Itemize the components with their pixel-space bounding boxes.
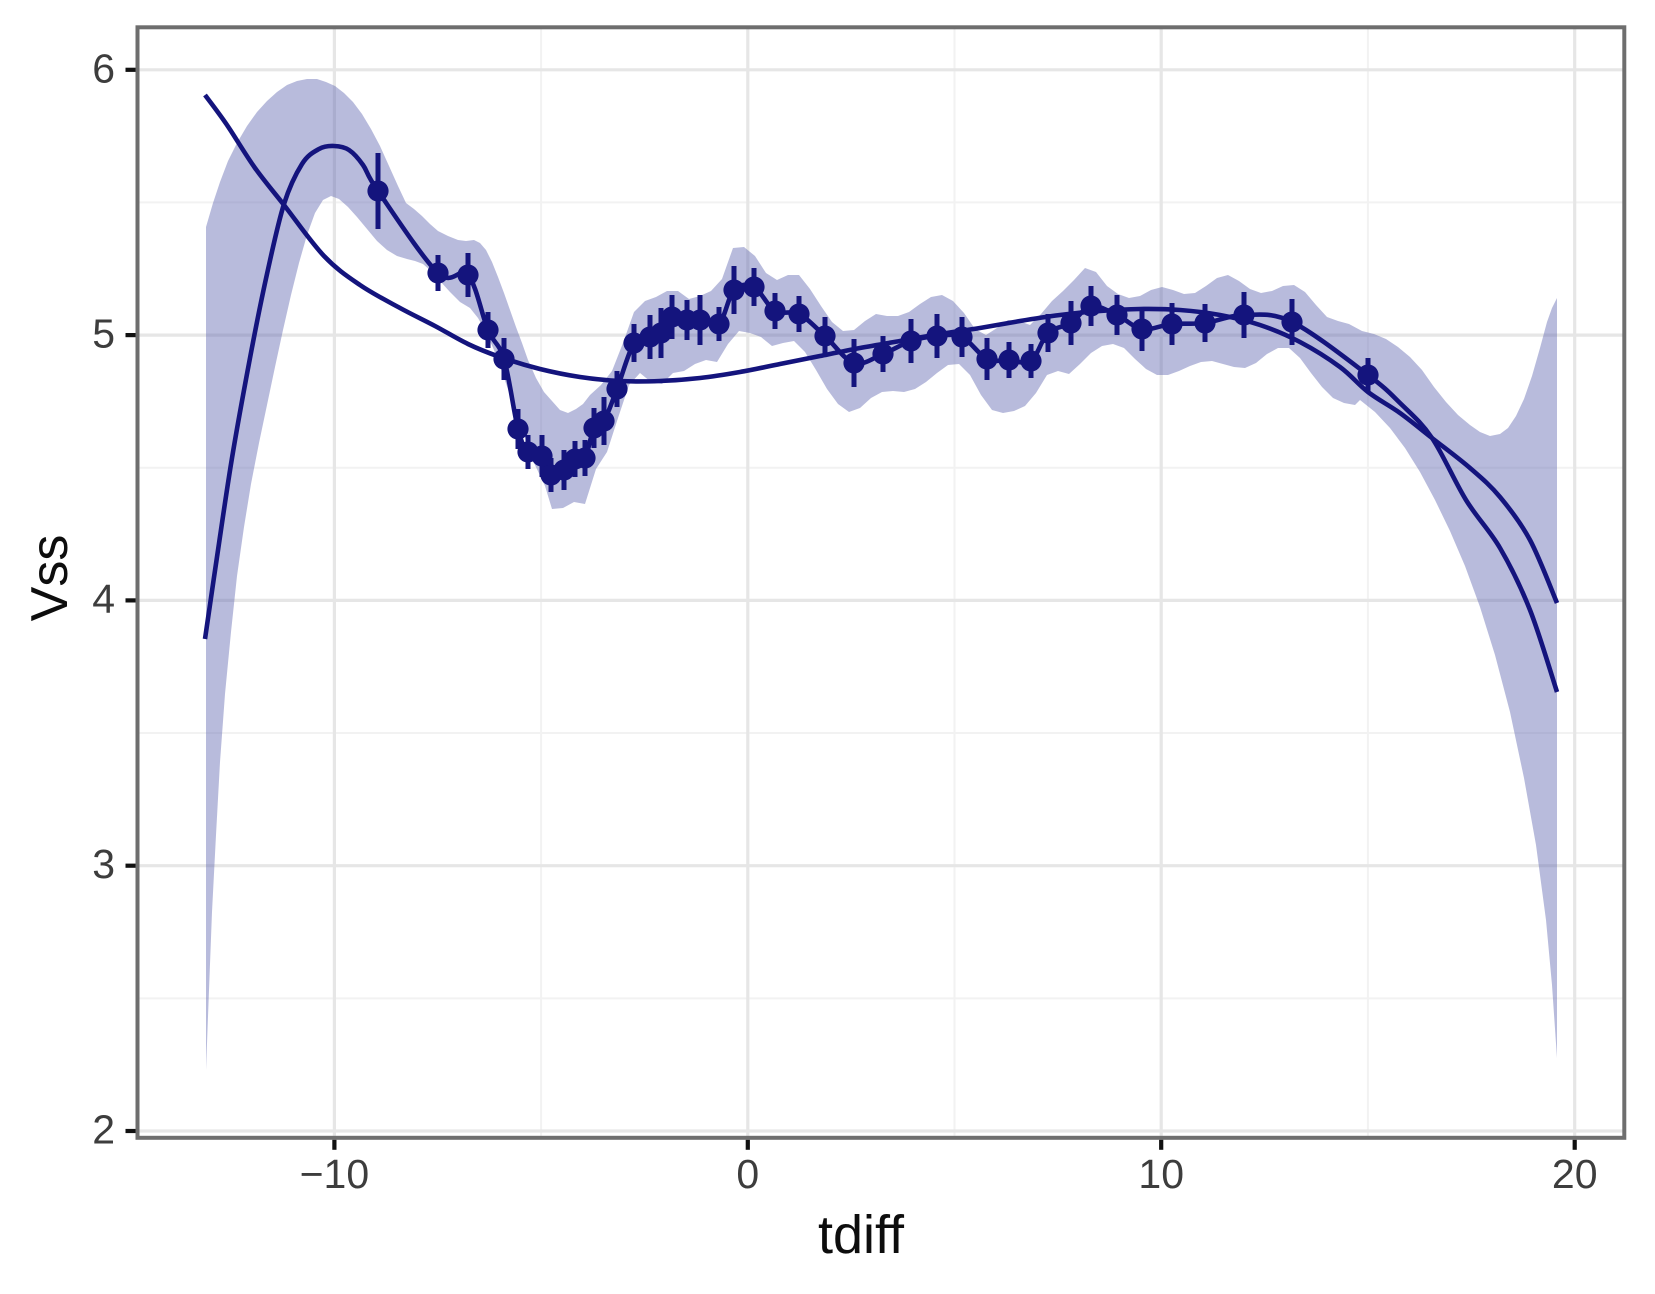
svg-text:20: 20 [1552, 1151, 1598, 1197]
svg-text:10: 10 [1138, 1151, 1184, 1197]
svg-text:3: 3 [92, 841, 115, 887]
svg-text:2: 2 [92, 1107, 115, 1153]
svg-text:0: 0 [736, 1151, 759, 1197]
svg-text:Vss: Vss [21, 535, 79, 622]
svg-text:4: 4 [92, 576, 115, 622]
svg-text:tdiff: tdiff [818, 1205, 905, 1265]
svg-text:−10: −10 [300, 1151, 370, 1197]
svg-text:6: 6 [92, 45, 115, 91]
svg-text:5: 5 [92, 311, 115, 357]
